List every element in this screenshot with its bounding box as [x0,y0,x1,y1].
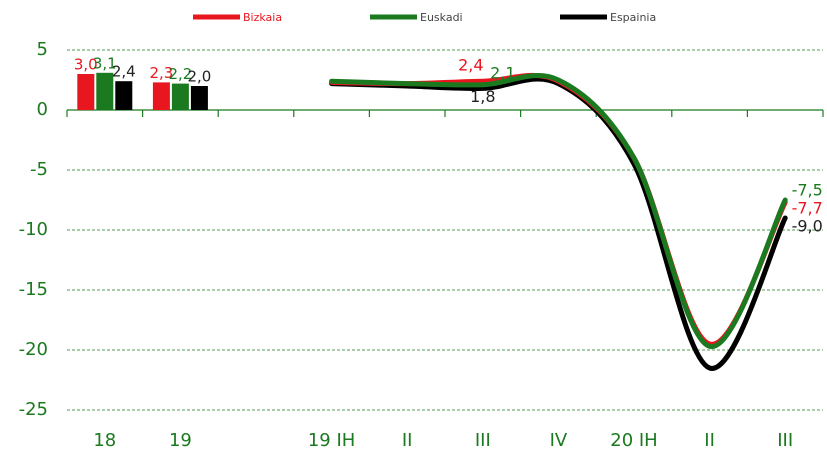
y-tick-label: -25 [19,399,48,420]
y-tick-label: -20 [19,339,48,360]
x-tick-label: III [475,430,491,451]
x-tick-label: 20 IH [610,430,657,451]
x-tick-label: III [777,430,793,451]
y-tick-label: -15 [19,279,48,300]
line-value-label: 1,8 [470,87,495,106]
y-tick-label: -10 [19,219,48,240]
bar-value-label: 2,4 [112,63,136,81]
bar-value-label: 2,0 [187,68,211,86]
line-value-label: -7,7 [792,199,823,218]
line-value-label: -9,0 [792,217,823,236]
y-tick-label: 5 [37,39,48,60]
legend-label: Espainia [610,11,656,24]
line [329,76,788,371]
bar-value-label: 2,3 [149,64,173,82]
bar-value-label: 3,1 [93,54,117,72]
y-tick-label: 0 [37,99,48,120]
x-tick-label: 19 [169,430,192,451]
legend-label: Bizkaia [243,11,282,24]
bar-value-label: 2,2 [168,65,192,83]
bar [77,74,95,110]
line-value-label: -7,5 [792,181,823,200]
y-tick-label: -5 [30,159,48,180]
line-value-label: 2,4 [458,56,483,75]
x-tick-label: II [402,430,413,451]
line-value-label: 2,1 [490,63,515,82]
bar [115,81,133,110]
bar [152,82,170,110]
line [329,73,788,349]
x-tick-label: 19 IH [308,430,355,451]
legend-label: Euskadi [420,11,463,24]
x-tick-label: II [704,430,715,451]
bar-value-label: 3,0 [74,56,98,74]
bar [190,86,208,110]
line [329,72,788,347]
bar [171,83,189,110]
bar [96,72,114,110]
x-tick-label: IV [550,430,568,451]
x-tick-label: 18 [93,430,116,451]
